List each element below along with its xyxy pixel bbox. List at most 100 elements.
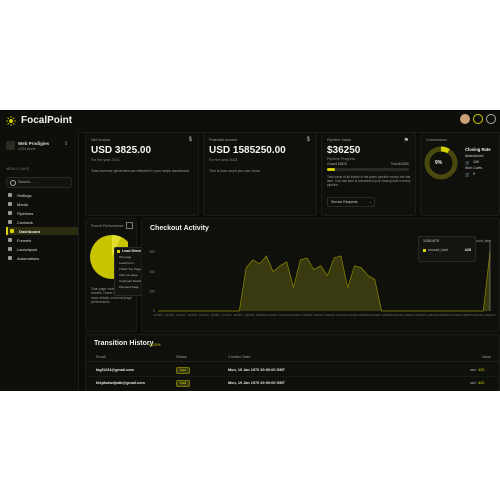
x-tick-label: 1/5/1970 (199, 314, 209, 317)
pipeline-value: $36250 (327, 145, 361, 156)
pipeline-select-value: Service Requests (331, 200, 358, 204)
notifications-icon[interactable] (473, 114, 483, 124)
tooltip-series: amount_total (428, 248, 448, 252)
pipeline-desc: Total value of all tickets in the given … (327, 175, 411, 188)
chevron-updown-icon[interactable]: ⇕ (64, 141, 69, 147)
funnel-page-name: Thank You Page (119, 267, 142, 271)
pipeline-total: Total $40250 (390, 162, 409, 166)
pipeline-progress-fill (327, 168, 335, 171)
logo-icon (6, 116, 16, 126)
won-carts-label: Won Carts (465, 166, 482, 170)
sidebar-item-dashboard[interactable]: Dashboard (6, 227, 78, 235)
sidebar-item-automations[interactable]: Automations (6, 254, 76, 262)
abandoned-label: Abandoned (465, 154, 484, 158)
x-tick-label: 1/24/1970 (416, 314, 427, 317)
settings-icon[interactable] (486, 114, 496, 124)
conversions-card: Conversions 9% Closing Rate Abandoned 🛒 … (420, 132, 500, 216)
row-value: 425 (478, 368, 485, 372)
tooltip-value: 425 (464, 248, 471, 252)
x-tick-label: 1/21/1970 (382, 314, 393, 317)
sidebar: Web Prodigies 1234 street ⇕ MENU LINKS S… (0, 132, 79, 391)
y-tick-label: 0 (153, 309, 155, 313)
x-tick-label: 1/8/1970 (233, 314, 243, 317)
x-tick-label: 1/22/1970 (393, 314, 404, 317)
status-badge: Paid (176, 380, 190, 387)
x-tick-label: 1/1/1970 (153, 314, 163, 317)
y-tick-label: 200 (149, 270, 155, 274)
app-title: FocalPoint (21, 115, 73, 126)
cart-icon: 🛒 (465, 160, 470, 165)
row-value: 425 (478, 381, 485, 385)
conversion-donut (424, 146, 458, 180)
x-tick-label: 1/11/1970 (267, 314, 278, 317)
workspace-name[interactable]: Web Prodigies (18, 141, 50, 146)
workspace-avatar (6, 141, 15, 150)
x-tick-label: 1/30/1970 (485, 314, 496, 317)
sidebar-item-pipelines[interactable]: Pipelines (6, 209, 76, 217)
dollar-icon: $ (306, 137, 310, 143)
funnel-icon (126, 222, 133, 229)
funnel-page-name: Lead Form (119, 261, 134, 265)
x-tick-label: 1/3/1970 (176, 314, 186, 317)
x-tick-label: 1/27/1970 (450, 314, 461, 317)
transactions-badge: +423% (148, 342, 161, 347)
sidebar-item-media[interactable]: Media (6, 200, 76, 208)
x-tick-label: 1/2/1970 (165, 314, 175, 317)
contacts-icon (8, 220, 12, 224)
sidebar-item-funnels[interactable]: Funnels (6, 236, 76, 244)
dashboard-icon (10, 229, 14, 233)
sidebar-item-launchpad[interactable]: Launchpad (6, 245, 76, 253)
user-avatar[interactable] (460, 114, 470, 124)
row-date: Mon, 19 Jan 1970 20:00:00 GMT (228, 368, 285, 372)
pipeline-closed: Closed $3825 (327, 162, 347, 166)
automation-icon (8, 256, 12, 260)
funnel-desc: Total page visits across all funnels. Ho… (91, 287, 132, 304)
transaction-history-card: Transition History +423% Email Status Cr… (85, 334, 500, 391)
menu-label: MENU LINKS (6, 167, 30, 171)
rocket-icon (8, 247, 12, 251)
x-tick-label: 1/26/1970 (439, 314, 450, 317)
net-income-card: Net Income $ USD 3825.00 For the year 20… (85, 132, 199, 216)
closing-rate-label: Closing Rate (465, 147, 491, 152)
row-date: Mon, 19 Jan 1970 20:00:00 GMT (228, 381, 285, 385)
row-email: fagf1234@gmail.com (96, 368, 134, 372)
sidebar-item-contacts[interactable]: Contacts (6, 218, 76, 226)
column-email: Email (96, 355, 106, 359)
checkout-title: Checkout Activity (150, 225, 209, 232)
pipeline-icon (8, 211, 12, 215)
x-tick-label: 1/29/1970 (473, 314, 484, 317)
pipeline-progress-bar (327, 168, 409, 171)
sidebar-item-settings[interactable]: Settings (6, 191, 76, 199)
donut-arc (424, 146, 458, 180)
potential-income-period: For the year 2023 (209, 158, 238, 162)
workspace-address: 1234 street (18, 147, 36, 151)
x-tick-label: 1/4/1970 (188, 314, 198, 317)
potential-income-card: Potential Income $ USD 1585250.00 For th… (203, 132, 317, 216)
x-tick-label: 1/19/1970 (359, 314, 370, 317)
x-tick-label: 1/13/1970 (290, 314, 301, 317)
pipeline-value-label: Pipeline Value (327, 138, 351, 142)
x-tick-label: 1/25/1970 (427, 314, 438, 317)
search-input[interactable]: Search... (6, 177, 72, 188)
abandoned-count: 100 (473, 160, 479, 164)
row-email: fdsjdsdwdjsdk@gmail.com (96, 381, 145, 385)
pipeline-select[interactable]: Service Requests ⌄ (327, 197, 375, 207)
pipeline-progress-label: Pipeline Progress (327, 157, 356, 161)
potential-income-value: USD 1585250.00 (209, 145, 286, 156)
x-tick-label: 1/9/1970 (245, 314, 255, 317)
x-tick-label: 1/18/1970 (347, 314, 358, 317)
table-divider (86, 361, 499, 362)
x-tick-label: 1/28/1970 (462, 314, 473, 317)
x-tick-label: 1/10/1970 (256, 314, 267, 317)
tooltip-date: 1/30/1970 (423, 239, 439, 243)
legend-title: Lead Generation (122, 249, 151, 253)
flag-icon: ⚑ (403, 138, 409, 144)
pipeline-value-card: Pipeline Value ⚑ $36250 Pipeline Progres… (321, 132, 416, 216)
funnel-page-name: Add ons page (119, 273, 138, 277)
x-tick-label: 1/6/1970 (211, 314, 221, 317)
funnel-page-name: Payment Page (119, 285, 139, 289)
net-income-period: For the year 2023 (91, 158, 120, 162)
net-income-desc: Total revenue generated as reflected in … (91, 169, 190, 173)
column-value: Value (481, 355, 491, 359)
column-created-date: Created Date (228, 355, 251, 359)
